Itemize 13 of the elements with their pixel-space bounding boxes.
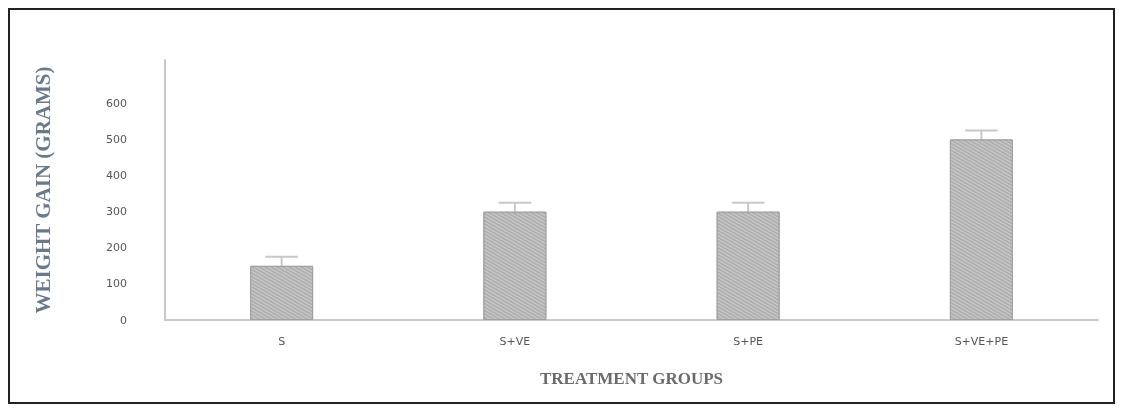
x-tick-label: S+VE [499, 335, 531, 348]
x-tick-label: S+VE+PE [954, 335, 1009, 348]
y-tick-label: 600 [106, 96, 127, 110]
y-tick-label: 0 [120, 313, 127, 327]
y-tick-label: 400 [106, 169, 127, 183]
y-tick-label: 300 [106, 205, 127, 219]
y-axis-title: WEIGHT GAIN (GRAMS) [30, 66, 55, 314]
y-tick-label: 200 [106, 241, 127, 255]
x-axis-title: TREATMENT GROUPS [539, 369, 724, 388]
y-tick-label: 500 [106, 132, 127, 146]
y-tick-label: 100 [106, 277, 127, 291]
x-tick-label: S+PE [733, 335, 764, 348]
x-tick-label: S [278, 335, 286, 348]
